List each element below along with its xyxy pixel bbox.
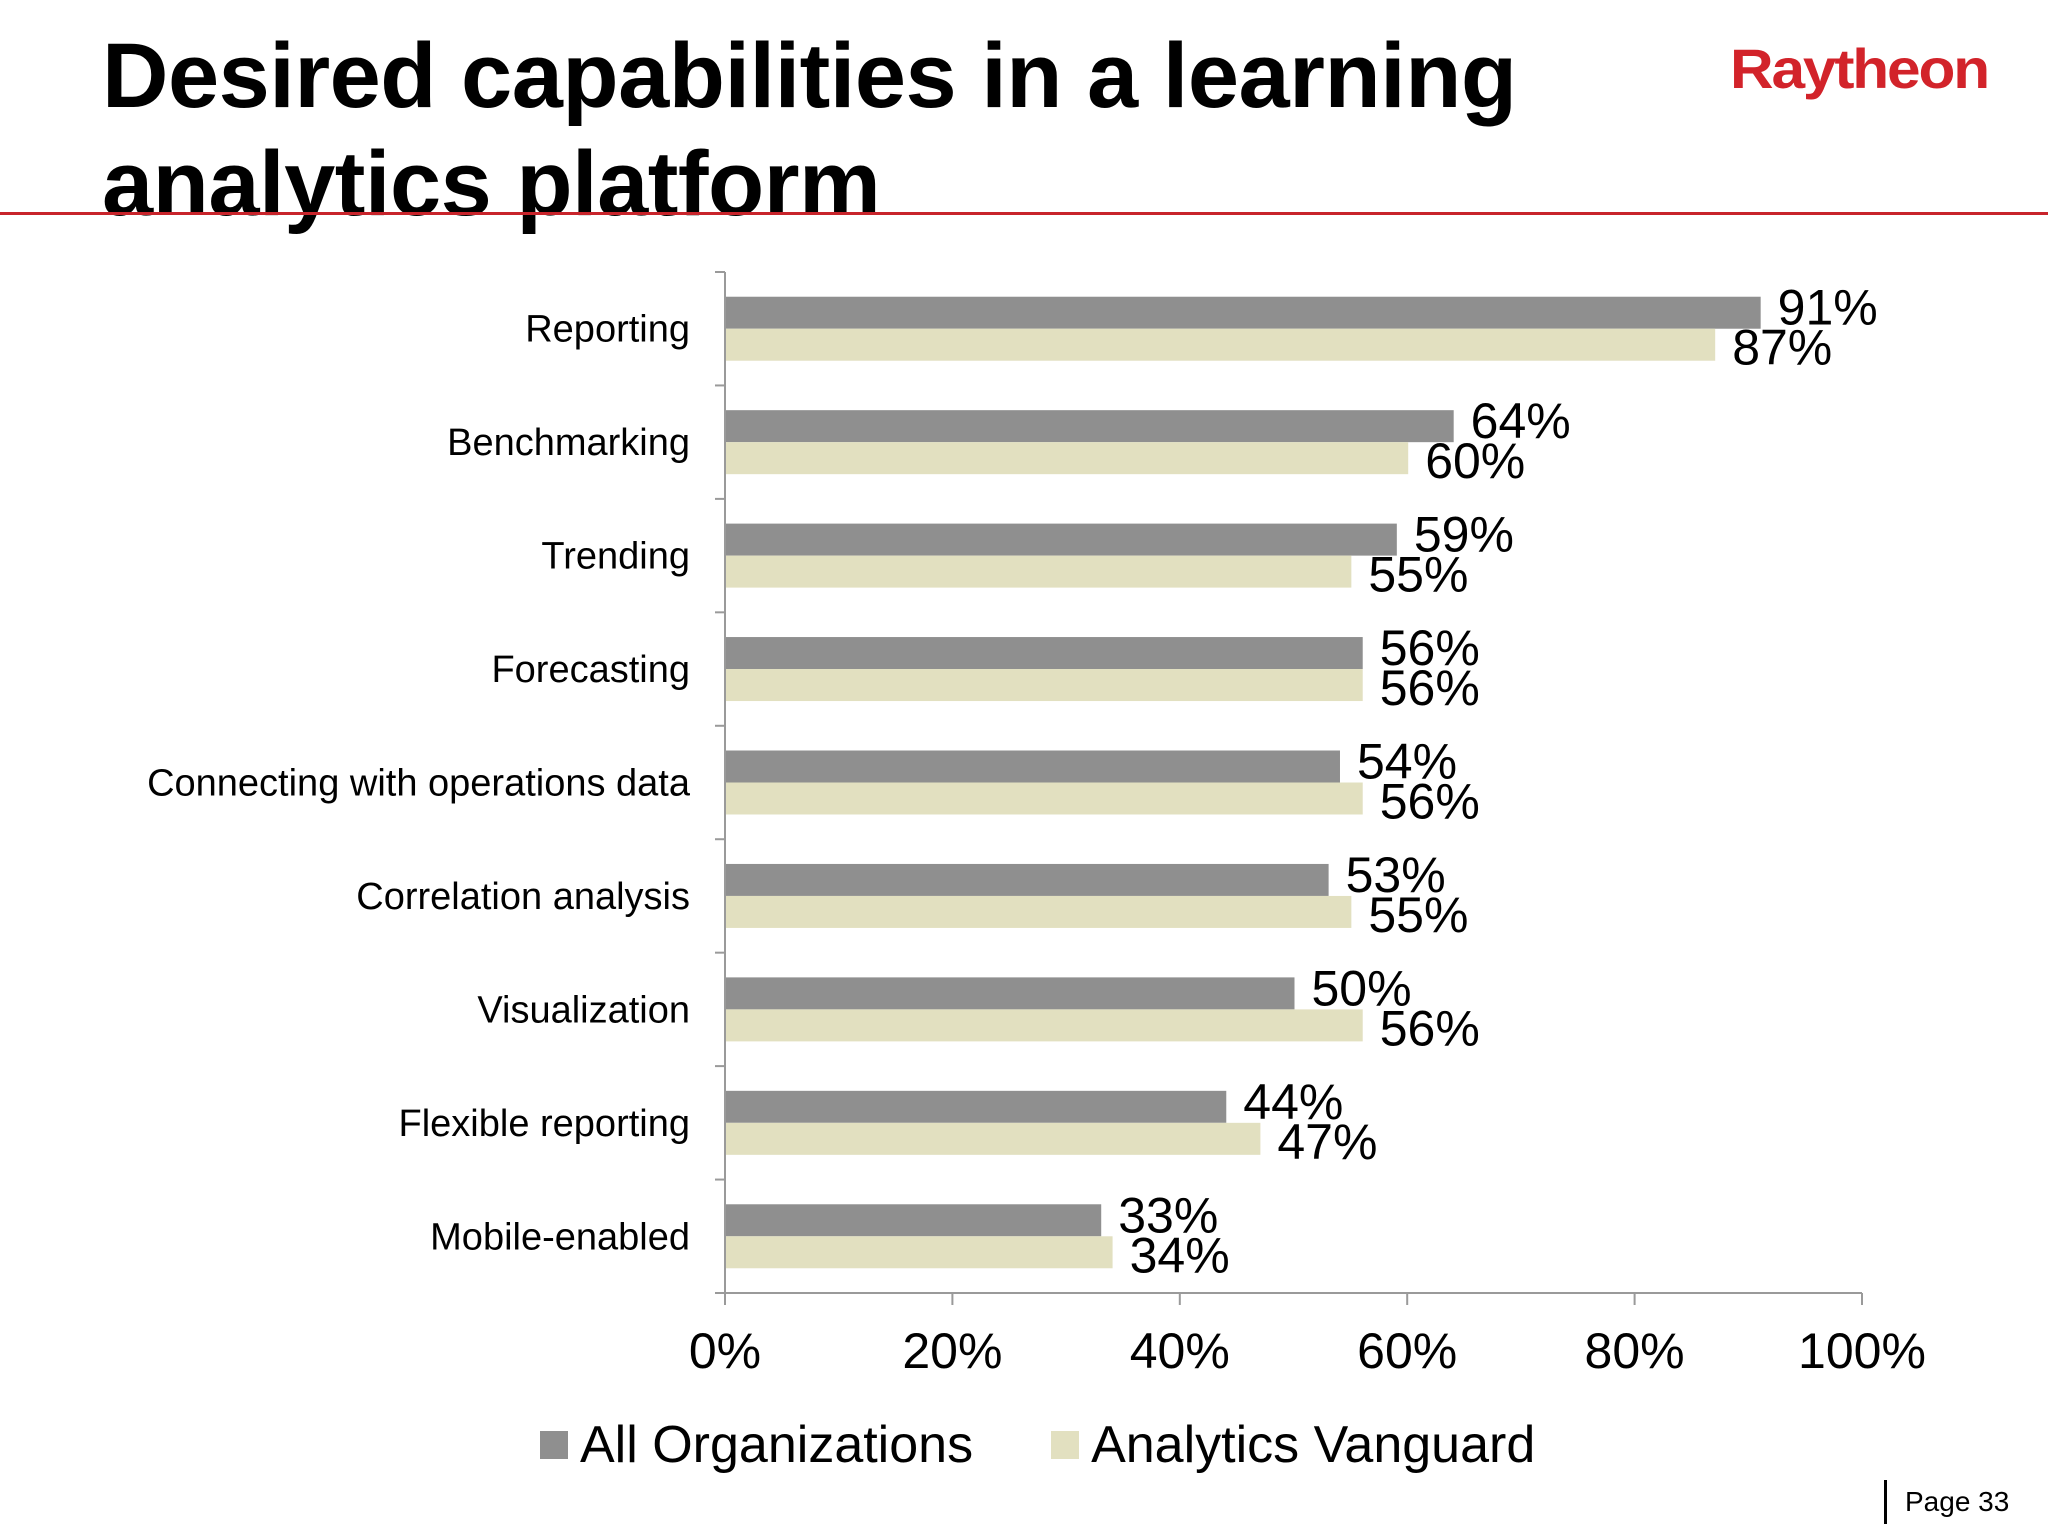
bar-analytics-vanguard	[726, 782, 1363, 815]
x-tick-label: 20%	[902, 1323, 1002, 1379]
data-label: 55%	[1368, 547, 1468, 603]
legend-item-analytics-vanguard: Analytics Vanguard	[1051, 1415, 1535, 1475]
bar-all-organizations	[726, 750, 1340, 783]
bar-analytics-vanguard	[726, 442, 1409, 475]
bar-analytics-vanguard	[726, 328, 1716, 361]
data-label: 44%	[1243, 1074, 1343, 1130]
data-label: 56%	[1380, 1000, 1480, 1056]
category-label: Forecasting	[491, 649, 690, 691]
category-label: Flexible reporting	[399, 1103, 690, 1145]
data-label: 87%	[1732, 320, 1832, 376]
bar-chart: 0% 20% 40% 60% 80% 100% Reporting 91%87% Benchma…	[147, 271, 1926, 1379]
bar-all-organizations	[726, 410, 1454, 443]
chart-legend: All Organizations Analytics Vanguard	[540, 1415, 1613, 1475]
category-label: Visualization	[477, 989, 690, 1031]
data-label: 53%	[1346, 847, 1446, 903]
bar-all-organizations	[726, 1204, 1102, 1237]
data-label: 59%	[1414, 507, 1514, 563]
x-tick-label: 40%	[1130, 1323, 1230, 1379]
data-label: 64%	[1471, 393, 1571, 449]
bar-all-organizations	[726, 523, 1397, 556]
x-tick-label: 100%	[1798, 1323, 1926, 1379]
bar-analytics-vanguard	[726, 669, 1363, 702]
legend-label-all-organizations: All Organizations	[580, 1416, 974, 1474]
data-label: 34%	[1130, 1227, 1230, 1283]
category-label: Mobile-enabled	[430, 1216, 690, 1258]
bar-all-organizations	[726, 296, 1761, 329]
legend-label-analytics-vanguard: Analytics Vanguard	[1091, 1416, 1536, 1474]
legend-swatch-analytics-vanguard	[1051, 1431, 1080, 1459]
bar-all-organizations	[726, 863, 1329, 896]
x-tick-label: 80%	[1585, 1323, 1685, 1379]
category-label: Connecting with operations data	[147, 763, 691, 805]
data-label: 60%	[1425, 433, 1525, 489]
category-label: Reporting	[525, 309, 690, 351]
category-label: Trending	[541, 536, 690, 578]
x-tick-label: 0%	[689, 1323, 761, 1379]
data-label: 50%	[1312, 960, 1412, 1016]
data-label: 33%	[1118, 1187, 1218, 1243]
data-label: 91%	[1778, 280, 1878, 336]
category-label: Correlation analysis	[356, 876, 690, 918]
page-number: Page 33	[1884, 1480, 2009, 1524]
data-label: 56%	[1380, 660, 1480, 716]
bar-analytics-vanguard	[726, 555, 1352, 588]
data-label: 56%	[1380, 774, 1480, 830]
bar-analytics-vanguard	[726, 1236, 1113, 1269]
bar-all-organizations	[726, 1090, 1227, 1123]
legend-item-all-organizations: All Organizations	[540, 1415, 973, 1475]
logo-svg: Raytheon	[1730, 37, 1990, 100]
bar-all-organizations	[726, 637, 1363, 670]
category-label: Benchmarking	[447, 422, 690, 464]
data-label: 56%	[1380, 620, 1480, 676]
slide-title: Desired capabilities in a learning analy…	[102, 22, 1602, 238]
raytheon-logo: Raytheon	[1730, 30, 1990, 110]
title-divider	[0, 212, 2048, 215]
x-tick-label: 60%	[1357, 1323, 1457, 1379]
legend-swatch-all-organizations	[540, 1431, 568, 1459]
bar-all-organizations	[726, 977, 1295, 1010]
logo-wordmark: Raytheon	[1730, 37, 1988, 100]
data-label: 47%	[1277, 1114, 1377, 1170]
title-line-1: Desired capabilities in a learning	[102, 25, 1517, 127]
bar-analytics-vanguard	[726, 1009, 1363, 1042]
data-label: 54%	[1357, 734, 1457, 790]
bar-analytics-vanguard	[726, 1122, 1261, 1155]
title-line-2: analytics platform	[102, 133, 881, 235]
data-label: 55%	[1368, 887, 1468, 943]
bar-analytics-vanguard	[726, 895, 1352, 928]
